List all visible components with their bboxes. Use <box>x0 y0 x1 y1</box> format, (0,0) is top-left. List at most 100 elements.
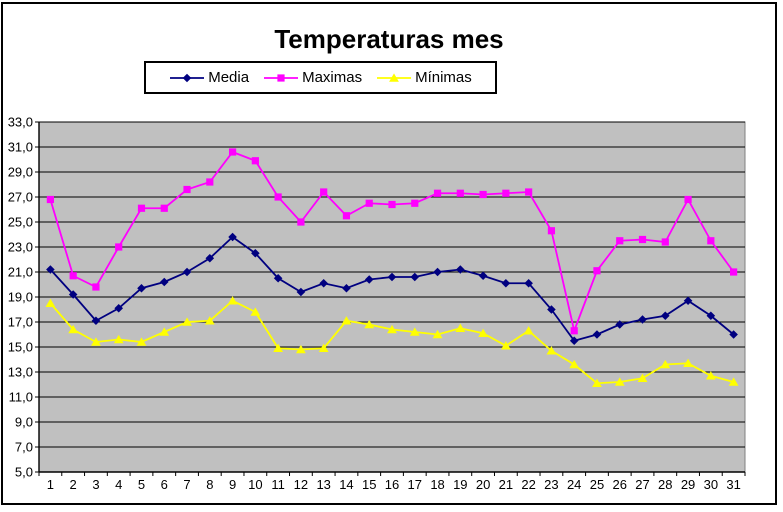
data-point-marker <box>297 218 305 226</box>
data-point-marker <box>683 358 693 367</box>
data-point-marker <box>729 330 738 339</box>
data-point-marker <box>388 200 396 209</box>
x-tick-label: 29 <box>681 477 695 492</box>
legend-item-minimas: Mínimas <box>376 69 472 86</box>
data-point-marker <box>45 298 56 307</box>
x-tick-label: 28 <box>658 477 672 492</box>
y-tick-label: 25,0 <box>8 215 33 230</box>
x-tick-label: 19 <box>453 477 467 492</box>
data-point-marker <box>182 73 192 82</box>
data-point-marker <box>730 268 738 276</box>
data-point-marker <box>113 334 124 344</box>
data-point-marker <box>547 227 556 235</box>
data-point-marker <box>569 359 580 369</box>
x-tick-label: 21 <box>499 477 513 492</box>
x-tick-label: 4 <box>115 477 122 492</box>
x-tick-label: 27 <box>635 477 649 492</box>
data-point-marker <box>182 267 192 277</box>
x-axis-labels: 1 2 3 4 5 6 7 8 9 10 11 12 13 14 15 16 17 18 19 20 21 22 23 24 2… <box>47 477 741 492</box>
data-point-marker <box>547 305 556 314</box>
x-tick-label: 20 <box>476 477 490 492</box>
data-point-marker <box>614 377 625 386</box>
data-point-marker <box>251 157 259 165</box>
x-tick-label: 13 <box>316 477 330 492</box>
data-point-marker <box>69 272 77 280</box>
data-point-marker <box>46 265 55 274</box>
data-point-marker <box>273 343 284 352</box>
legend-label-minimas: Mínimas <box>415 69 472 86</box>
y-tick-label: 33,0 <box>8 115 33 130</box>
data-point-marker <box>706 311 716 321</box>
maximas-line-marker-icon <box>264 73 299 82</box>
x-tick-label: 18 <box>430 477 444 492</box>
data-point-marker <box>342 212 351 220</box>
x-tick-label: 16 <box>385 477 399 492</box>
data-point-marker <box>273 273 283 283</box>
data-point-marker <box>296 344 306 354</box>
y-tick-label: 29,0 <box>8 165 33 180</box>
axes <box>38 122 746 476</box>
data-point-marker <box>91 337 101 346</box>
data-point-marker <box>638 315 647 324</box>
data-point-marker <box>68 290 78 299</box>
data-point-marker <box>182 317 192 326</box>
data-point-marker <box>387 272 397 282</box>
data-point-marker <box>137 283 146 293</box>
data-point-marker <box>660 359 671 369</box>
data-point-marker <box>341 316 352 325</box>
data-point-marker <box>683 296 693 306</box>
data-point-marker <box>319 278 328 288</box>
data-point-marker <box>478 271 488 281</box>
x-tick-label: 26 <box>613 477 627 492</box>
series-media <box>46 232 738 346</box>
x-tick-label: 22 <box>521 477 535 492</box>
data-point-marker <box>274 193 282 201</box>
legend-box: Media Maximas Mínimas <box>144 61 497 94</box>
y-tick-label: 15,0 <box>8 340 33 355</box>
data-point-marker <box>228 148 237 156</box>
x-tick-label: 8 <box>206 477 213 492</box>
data-point-marker <box>342 283 351 293</box>
data-point-marker <box>160 204 168 212</box>
y-tick-label: 5,0 <box>15 465 33 480</box>
minimas-line-marker-icon <box>377 72 412 82</box>
data-point-marker <box>387 324 397 334</box>
data-point-marker <box>705 371 716 380</box>
data-point-marker <box>296 287 306 297</box>
data-point-marker <box>250 307 261 316</box>
data-point-marker <box>228 232 237 242</box>
data-point-marker <box>569 336 579 346</box>
x-tick-label: 17 <box>408 477 422 492</box>
x-tick-label: 14 <box>339 477 353 492</box>
gridlines <box>35 121 745 473</box>
data-point-marker <box>637 373 648 382</box>
data-point-marker <box>592 330 602 339</box>
media-line-marker-icon <box>170 73 205 82</box>
data-point-marker <box>277 73 285 82</box>
data-point-marker <box>638 235 647 244</box>
data-point-marker <box>456 189 464 197</box>
x-tick-label: 12 <box>294 477 308 492</box>
x-tick-label: 31 <box>726 477 740 492</box>
x-tick-label: 2 <box>70 477 77 492</box>
data-point-marker <box>206 178 214 186</box>
data-point-marker <box>364 319 375 329</box>
data-point-marker <box>318 343 329 352</box>
x-tick-label: 6 <box>161 477 168 492</box>
data-point-marker <box>661 238 669 246</box>
data-point-marker <box>616 237 624 245</box>
chart-title: Temperaturas mes <box>274 24 504 54</box>
x-tick-label: 11 <box>271 477 285 492</box>
data-point-marker <box>251 248 260 258</box>
data-point-marker <box>46 195 54 204</box>
data-point-marker <box>501 278 511 288</box>
data-point-marker <box>137 204 146 212</box>
data-point-marker <box>364 275 374 284</box>
data-point-marker <box>409 327 420 336</box>
data-point-marker <box>455 323 466 332</box>
data-point-marker <box>523 326 534 335</box>
data-point-marker <box>456 265 465 274</box>
data-point-marker <box>227 296 238 305</box>
x-tick-label: 5 <box>138 477 145 492</box>
